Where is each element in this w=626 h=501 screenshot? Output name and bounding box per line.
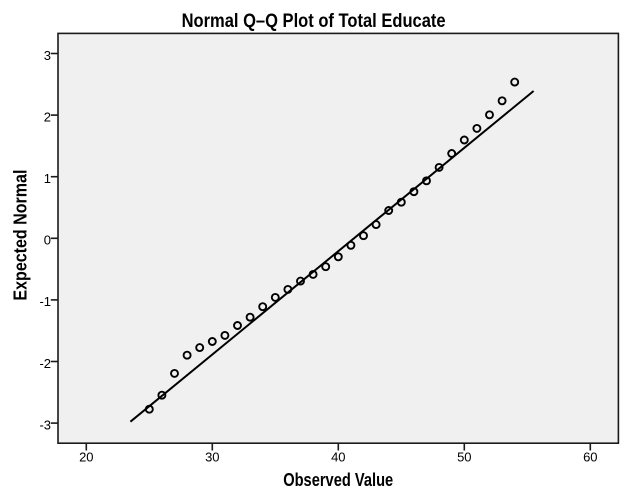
svg-text:3: 3 <box>44 48 51 63</box>
svg-text:20: 20 <box>79 450 93 465</box>
svg-text:Normal Q–Q Plot of Total Educa: Normal Q–Q Plot of Total Educate <box>182 11 446 32</box>
svg-text:1: 1 <box>44 171 51 186</box>
svg-text:Observed Value: Observed Value <box>283 470 393 490</box>
svg-text:50: 50 <box>457 450 471 465</box>
svg-text:-1: -1 <box>39 294 51 309</box>
svg-text:-3: -3 <box>39 417 51 432</box>
svg-text:60: 60 <box>583 450 597 465</box>
svg-text:2: 2 <box>44 109 51 124</box>
svg-text:0: 0 <box>44 233 51 248</box>
svg-text:-2: -2 <box>39 356 51 371</box>
svg-text:Expected Normal: Expected Normal <box>10 170 30 301</box>
svg-text:40: 40 <box>331 450 345 465</box>
svg-text:30: 30 <box>205 450 219 465</box>
